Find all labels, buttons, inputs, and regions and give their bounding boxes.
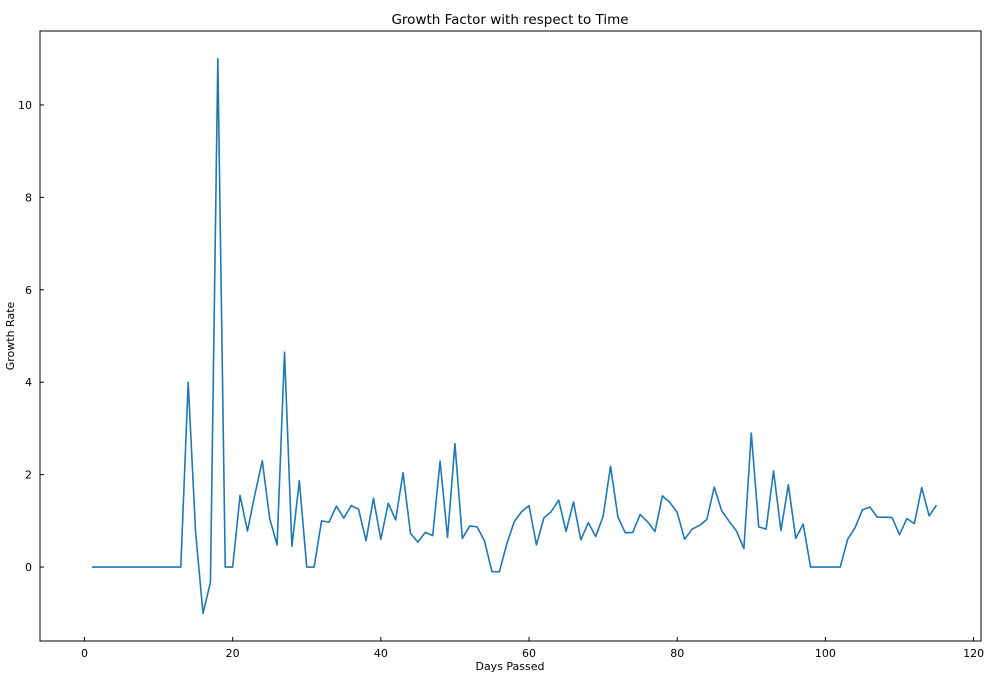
x-axis-ticks: 0 20 40 60 80 100 120 [81, 637, 984, 660]
series-line-growth-rate [91, 57, 938, 615]
chart-title: Growth Factor with respect to Time [391, 12, 628, 28]
x-tick-label: 40 [374, 647, 388, 660]
x-tick-label: 0 [81, 647, 88, 660]
x-tick-label: 80 [670, 647, 684, 660]
x-tick-label: 20 [226, 647, 240, 660]
y-axis-label: Growth Rate [4, 302, 17, 371]
plot-area: 0 20 40 60 80 100 120 0 2 4 6 8 10 [18, 30, 984, 660]
x-axis-label: Days Passed [475, 660, 544, 673]
y-tick-label: 2 [25, 469, 32, 482]
y-tick-label: 4 [25, 376, 32, 389]
x-tick-label: 120 [963, 647, 984, 660]
plot-frame [39, 30, 982, 642]
x-tick-label: 100 [815, 647, 836, 660]
y-tick-label: 0 [25, 561, 32, 574]
y-axis-ticks: 0 2 4 6 8 10 [18, 99, 44, 574]
x-tick-label: 60 [522, 647, 536, 660]
y-tick-label: 10 [18, 99, 32, 112]
series-layer [91, 57, 938, 615]
y-tick-label: 6 [25, 284, 32, 297]
y-tick-label: 8 [25, 191, 32, 204]
